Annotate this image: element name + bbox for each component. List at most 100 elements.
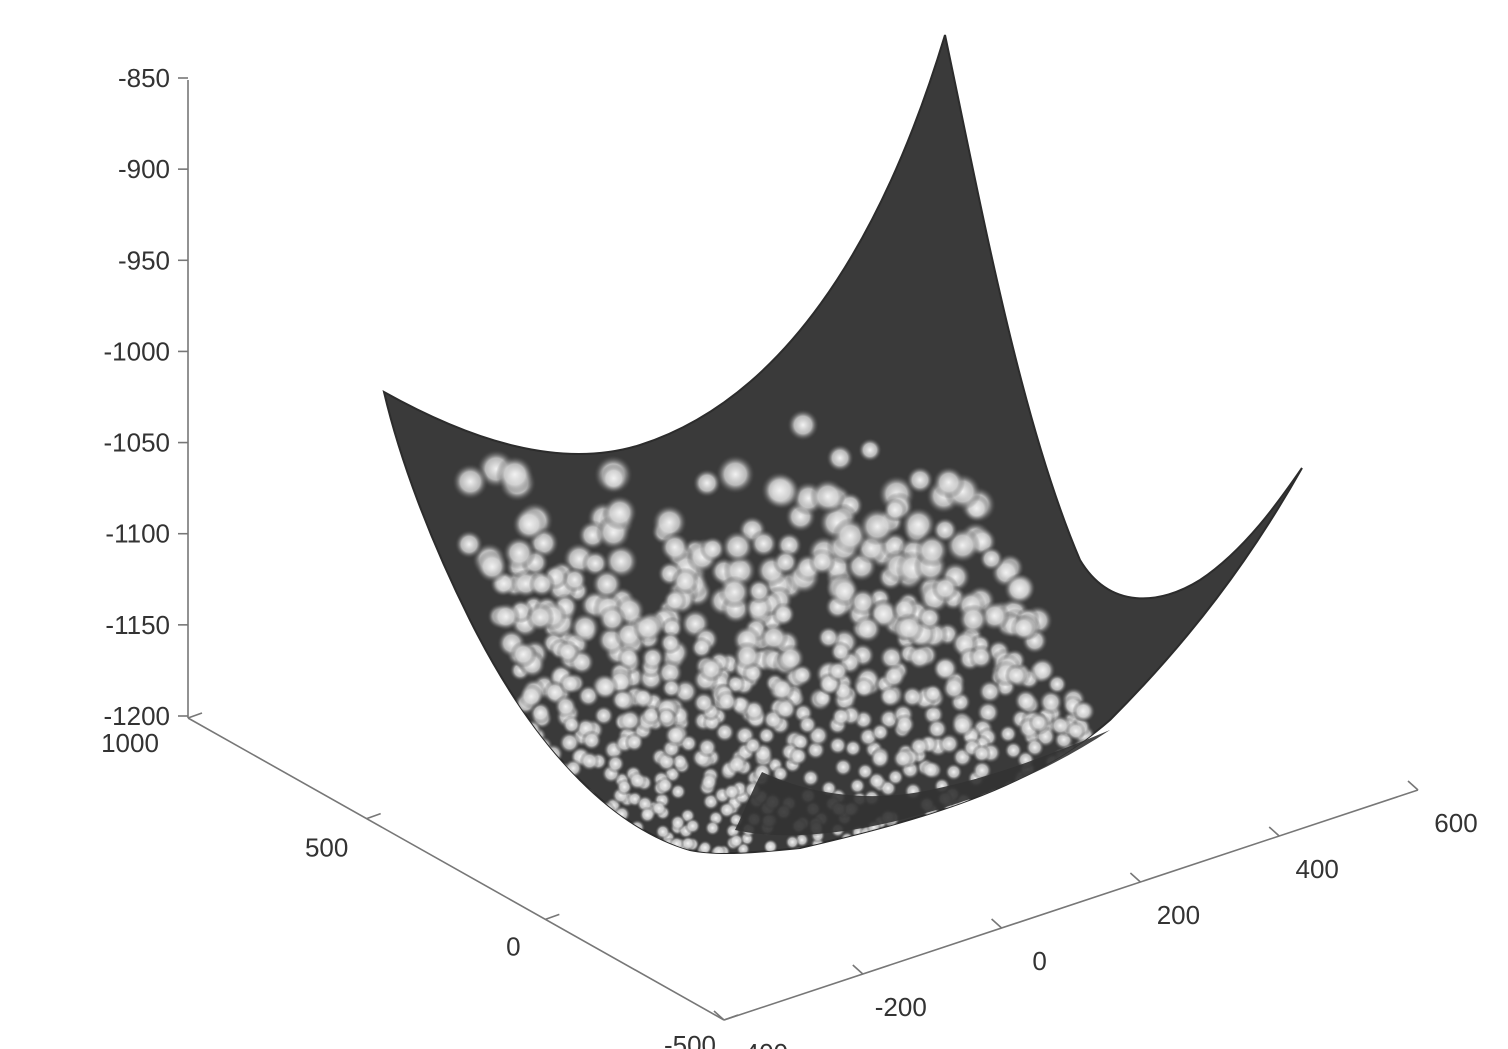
surface-spot	[1014, 830, 1030, 846]
surface-spot	[784, 834, 800, 850]
surface-spot	[547, 775, 568, 795]
y-tick-label: 1000	[101, 728, 159, 758]
surface-spot	[1078, 806, 1096, 823]
surface-spot	[589, 823, 605, 840]
surface-spot	[827, 660, 850, 683]
surface-spot	[562, 844, 578, 854]
surface-spot	[502, 536, 536, 570]
surface-spot	[656, 707, 676, 727]
surface-spot	[718, 575, 751, 609]
surface-spot	[861, 848, 876, 854]
surface-spot	[929, 812, 945, 829]
surface-spot	[569, 612, 601, 643]
surface-spot	[870, 722, 890, 742]
surface-spot	[692, 468, 722, 498]
surface-spot	[671, 567, 699, 595]
surface-spot	[1129, 835, 1145, 850]
surface-spot	[808, 548, 836, 576]
surface-spot	[661, 677, 682, 699]
surface-spot	[1080, 767, 1100, 787]
surface-spot	[1046, 829, 1062, 845]
surface-spot	[797, 714, 818, 735]
surface-spot	[968, 644, 994, 670]
surface-spot	[1028, 826, 1045, 843]
surface-spot	[977, 679, 1003, 704]
y-tick-label: 500	[305, 833, 348, 863]
surface-spot	[1088, 822, 1104, 839]
surface-spot	[1049, 714, 1071, 737]
surface-spot	[953, 841, 969, 854]
surface-spot	[669, 814, 687, 831]
surface-spot	[1105, 803, 1122, 820]
surface-spot	[1120, 791, 1138, 810]
z-tick-label: -900	[118, 154, 170, 184]
y-axis-ticks: 1000 500 0 -500	[101, 712, 739, 1049]
surface-spot	[1012, 846, 1028, 854]
surface-spot	[958, 604, 989, 635]
surface-spot	[991, 790, 1009, 807]
z-tick-label: -1100	[105, 519, 170, 549]
surface-spot	[1083, 771, 1102, 790]
surface-spot	[886, 768, 905, 786]
surface-spot	[651, 504, 688, 541]
surface-spot	[901, 685, 924, 709]
surface-spot	[611, 847, 626, 854]
surface-spot	[575, 788, 592, 806]
surface-spot	[980, 843, 995, 854]
surface-spot	[550, 775, 569, 794]
surface-spot	[1013, 852, 1028, 854]
surface-spot	[948, 829, 964, 845]
y-tick-label: 0	[506, 931, 520, 961]
surface-spot	[966, 819, 983, 836]
surface-spot	[664, 723, 687, 747]
surface-spot	[787, 409, 819, 441]
surface-spot	[743, 736, 763, 755]
surface-spot	[1070, 797, 1088, 815]
surface-spot	[586, 828, 602, 844]
surface-spot	[938, 810, 955, 827]
surface-spot	[944, 763, 963, 781]
surface-spot	[1046, 827, 1062, 843]
surface-spot	[598, 604, 627, 634]
z-tick-label: -1000	[104, 336, 171, 366]
x-tick-mark	[991, 918, 1003, 929]
surface-spot	[910, 825, 926, 841]
surface-spot	[988, 797, 1005, 814]
z-tick-label: -950	[118, 245, 170, 275]
surface-spot	[558, 731, 581, 754]
surface-spot	[848, 587, 877, 617]
surface-spot	[826, 444, 854, 472]
surface-spot	[801, 768, 820, 788]
surface-fold	[735, 730, 1110, 836]
surface-spot	[1016, 840, 1031, 854]
surface-spot	[1090, 850, 1105, 854]
surface-spot	[562, 830, 578, 847]
x-tick-label: 600	[1434, 808, 1477, 838]
surface-spot	[632, 687, 654, 709]
surface-spot	[920, 760, 941, 780]
surface-spot	[931, 574, 959, 603]
surface-spot	[509, 640, 537, 668]
surface-spot	[696, 737, 718, 758]
surface-spot	[1097, 773, 1117, 792]
surface-spot	[932, 517, 958, 543]
surface-spot	[555, 818, 572, 835]
surface-spot	[593, 804, 610, 821]
surface-spot	[904, 846, 919, 854]
surface-spot	[624, 732, 644, 753]
surface-spot	[869, 844, 884, 854]
surface-spot	[810, 478, 846, 515]
surface-spot	[1003, 573, 1036, 606]
surface-spot	[887, 835, 903, 851]
surface-spot	[562, 788, 581, 806]
surface-spot	[1026, 842, 1042, 854]
surface-spot	[917, 605, 942, 631]
surface-spot	[626, 849, 641, 854]
surface-spot	[746, 578, 772, 604]
surface-spot	[627, 838, 643, 853]
surface-spot	[791, 663, 814, 687]
surface-spot	[912, 846, 928, 854]
surface-spot	[684, 817, 701, 835]
surface-spot	[1072, 700, 1094, 722]
surface-spot	[491, 602, 521, 631]
